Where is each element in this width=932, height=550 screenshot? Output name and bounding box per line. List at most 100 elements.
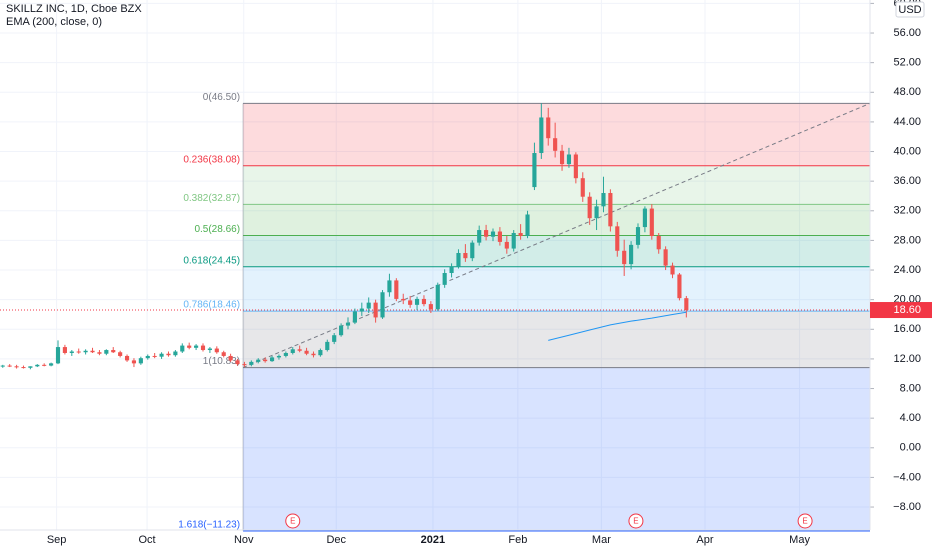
candle-body <box>304 350 309 354</box>
candle-body <box>311 353 316 356</box>
y-tick-label: 36.00 <box>893 175 921 187</box>
y-tick-label: 32.00 <box>893 205 921 217</box>
candle-body <box>497 231 502 242</box>
fib-zone <box>243 235 871 267</box>
candle-body <box>532 153 537 188</box>
candle-body <box>332 335 337 342</box>
candle-body <box>242 364 247 366</box>
candle-body <box>97 352 102 354</box>
candle-body <box>559 150 565 165</box>
candle-body <box>339 325 344 336</box>
y-tick-label: 8.00 <box>900 382 921 394</box>
candle-body <box>131 360 137 364</box>
candle-body <box>629 244 634 265</box>
y-tick-label: 4.00 <box>900 412 921 424</box>
candle-body <box>463 253 468 259</box>
candle-body <box>0 365 5 367</box>
candle-body <box>152 355 157 357</box>
fib-zone <box>243 367 871 531</box>
earnings-label: E <box>802 517 807 526</box>
fib-zone <box>243 311 871 368</box>
candle-body <box>194 345 199 348</box>
x-tick-label: Mar <box>592 534 611 546</box>
candle-body <box>670 265 675 275</box>
candle-body <box>490 231 496 237</box>
candle-body <box>180 345 185 352</box>
candle-body <box>90 350 95 353</box>
fib-label: 0.618(24.45) <box>183 255 240 266</box>
candle-body <box>221 352 226 356</box>
candle-body <box>111 350 116 353</box>
candle-body <box>435 284 440 310</box>
fib-zone <box>243 103 871 166</box>
x-tick-label: 2021 <box>421 534 445 546</box>
candle-body <box>166 353 171 356</box>
candle-body <box>345 322 351 326</box>
candle-body <box>677 274 682 299</box>
y-tick-label: 44.00 <box>893 116 921 128</box>
candle-body <box>283 352 288 356</box>
candle-body <box>173 351 178 356</box>
candle-body <box>470 242 475 259</box>
earnings-marker <box>285 513 301 529</box>
candle-body <box>49 363 54 366</box>
candle-body <box>518 233 523 236</box>
currency-box[interactable] <box>895 1 925 18</box>
candle-body <box>615 226 620 251</box>
candle-body <box>642 208 647 228</box>
y-tick-label: 24.00 <box>893 264 921 276</box>
candle-body <box>408 300 413 305</box>
candle-body <box>145 355 150 359</box>
candle-body <box>76 351 81 353</box>
candle-body <box>352 311 357 323</box>
earnings-label: E <box>633 517 638 526</box>
candle-body <box>159 353 164 357</box>
candle-body <box>373 302 378 318</box>
candle-body <box>635 227 641 245</box>
candle-body <box>124 355 130 361</box>
ema-line <box>548 311 687 341</box>
candle-body <box>401 298 406 301</box>
candle-body <box>269 357 275 362</box>
y-tick-label: 56.00 <box>893 27 921 39</box>
x-tick-label: Nov <box>234 534 254 546</box>
candle-body <box>511 233 516 249</box>
fib-label: 0.5(28.66) <box>194 224 240 235</box>
candle-body <box>256 359 261 362</box>
candle-body <box>594 206 599 219</box>
candle-body <box>546 117 551 139</box>
earnings-marker <box>797 513 813 529</box>
candle-body <box>28 366 33 368</box>
fib-label: 0.786(18.46) <box>183 300 240 311</box>
y-tick-label: 0.00 <box>900 442 921 454</box>
candle-body <box>649 208 654 236</box>
y-tick-label: 16.00 <box>893 323 921 335</box>
candle-body <box>394 280 399 299</box>
currency: USD <box>898 4 921 16</box>
candle-body <box>249 361 254 365</box>
candle-body <box>525 214 530 236</box>
fib-label: 0(46.50) <box>203 92 240 103</box>
candle-body <box>228 355 233 361</box>
candle-body <box>290 349 295 353</box>
candle-body <box>318 350 323 356</box>
candle-body <box>359 308 364 312</box>
y-tick-label: 40.00 <box>893 145 921 157</box>
fib-zone <box>243 266 871 312</box>
candle-body <box>42 364 47 366</box>
candle-body <box>263 359 268 362</box>
candle-body <box>69 351 74 353</box>
candle-body <box>580 178 585 197</box>
candle-body <box>187 345 192 348</box>
candle-body <box>622 250 627 265</box>
fib-zone <box>243 204 871 236</box>
candle-body <box>297 349 302 351</box>
candle-body <box>456 253 461 267</box>
candle-body <box>83 350 88 353</box>
candle-body <box>601 193 606 207</box>
candle-body <box>387 280 392 293</box>
last-price-label: 18.60 <box>893 304 921 316</box>
earnings-label: E <box>290 517 295 526</box>
